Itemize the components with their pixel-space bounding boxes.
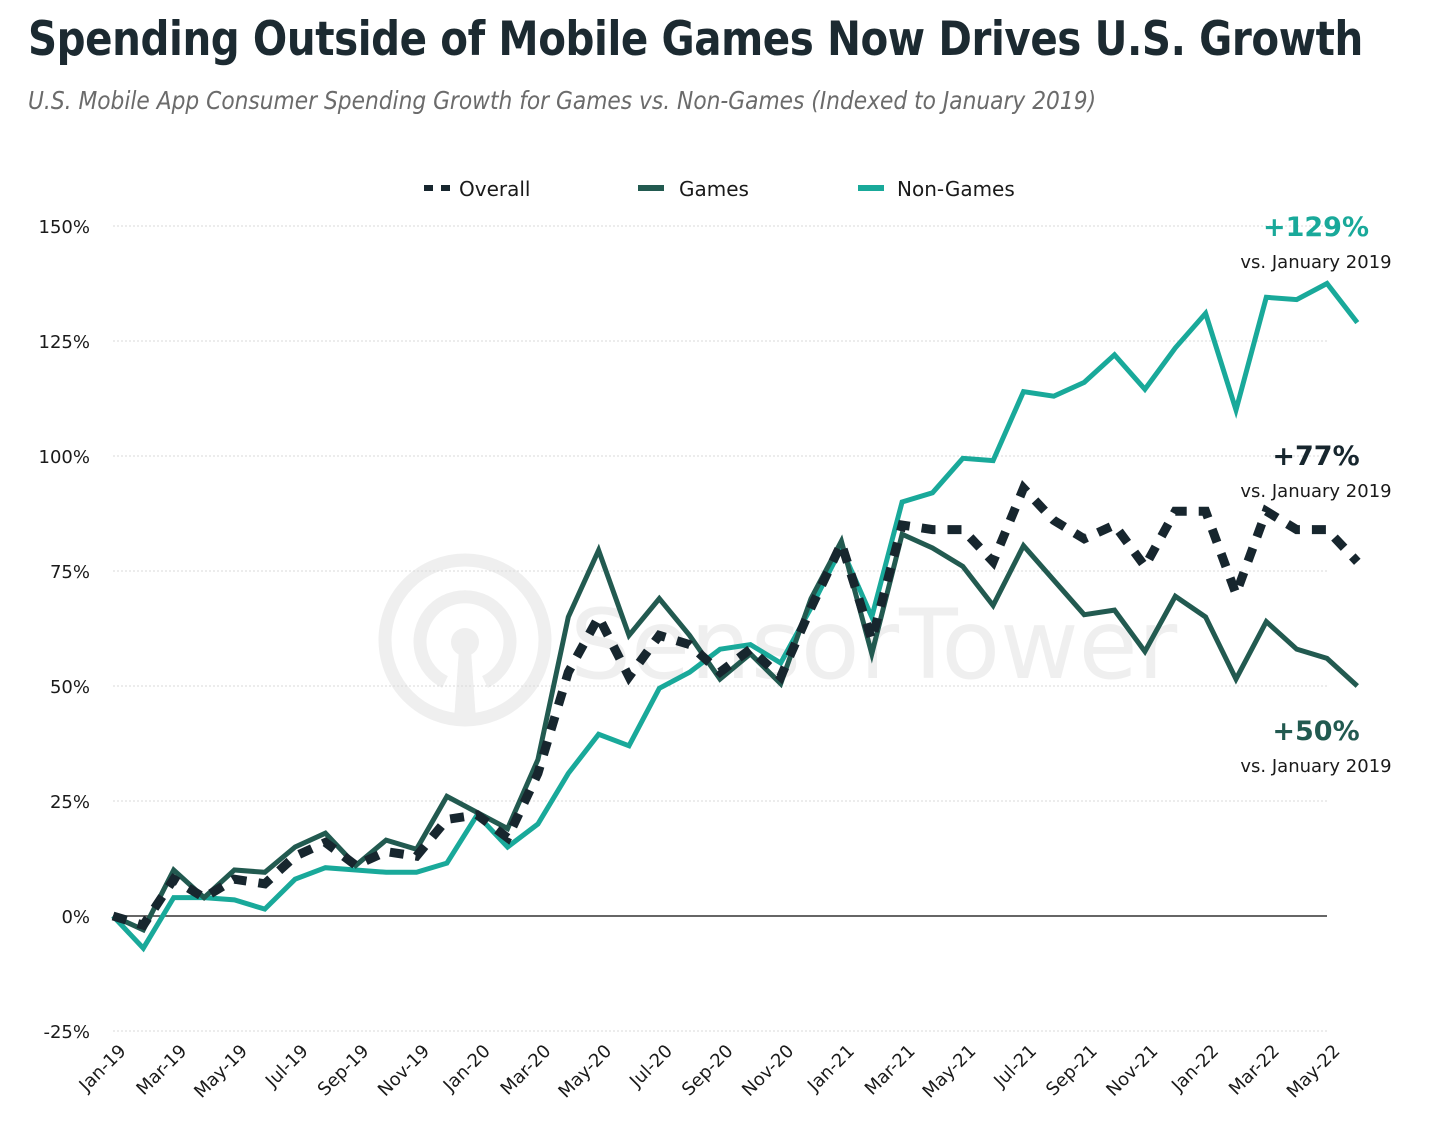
series-line-games [111,530,1359,934]
x-tick-label: Nov-19 [374,1041,434,1101]
legend-swatch [858,185,884,191]
x-tick-label: Jul-20 [625,1041,677,1093]
y-tick-label: 0% [61,907,90,928]
x-tick-label: Mar-19 [132,1041,191,1100]
legend-swatch [638,185,664,191]
y-tick-label: 150% [39,217,90,238]
annotation-caption: vs. January 2019 [1240,756,1391,777]
annotation-value: +50% [1272,716,1359,747]
annotation-caption: vs. January 2019 [1240,481,1391,502]
x-tick-label: Jan-19 [75,1041,131,1097]
legend-item-overall: Overall [424,177,530,201]
y-tick-label: 25% [50,792,90,813]
x-tick-label: May-20 [554,1041,616,1103]
annotation-overall: +77% vs. January 2019 [1240,441,1391,502]
x-tick-label: Sep-21 [1042,1041,1102,1101]
legend-label: Games [679,177,749,201]
sensor-tower-logo-mast-icon [451,628,479,720]
x-tick-label: Jan-20 [439,1041,495,1097]
annotation-caption: vs. January 2019 [1240,252,1391,273]
annotation-non-games: +129% vs. January 2019 [1240,212,1391,273]
x-tick-label: Nov-21 [1102,1041,1162,1101]
y-tick-label: -25% [43,1022,90,1043]
annotation-value: +129% [1263,212,1369,243]
x-tick-label: Jul-19 [261,1041,313,1093]
legend: Overall Games Non-Games [424,177,1015,201]
legend-swatch-dash [424,185,433,191]
series-line-non-games [111,280,1360,953]
legend-item-non-games: Non-Games [858,177,1015,201]
x-tick-label: Mar-22 [1225,1041,1284,1100]
series-line-overall [111,480,1361,931]
x-tick-label: Sep-19 [314,1041,374,1101]
chart-title: Spending Outside of Mobile Games Now Dri… [28,12,1363,67]
x-tick-label: Jul-21 [989,1041,1041,1093]
x-tick-label: Sep-20 [678,1041,738,1101]
legend-label: Overall [459,177,530,201]
legend-label: Non-Games [897,177,1015,201]
y-tick-label: 50% [50,677,90,698]
x-tick-label: Jan-21 [803,1041,859,1097]
annotation-value: +77% [1272,441,1359,472]
x-tick-label: Mar-20 [497,1041,556,1100]
y-tick-label: 75% [50,562,90,583]
annotation-games: +50% vs. January 2019 [1240,716,1391,777]
x-tick-label: May-22 [1283,1041,1345,1103]
y-tick-label: 125% [39,332,90,353]
x-tick-label: Mar-21 [861,1041,920,1100]
chart-subtitle: U.S. Mobile App Consumer Spending Growth… [28,86,1097,115]
x-tick-label: May-21 [919,1041,981,1103]
legend-item-games: Games [638,177,749,201]
x-tick-label: Jan-22 [1167,1041,1223,1097]
x-tick-label: May-19 [190,1041,252,1103]
legend-swatch-dash [441,185,450,191]
y-tick-label: 100% [39,447,90,468]
x-tick-label: Nov-20 [738,1041,798,1101]
